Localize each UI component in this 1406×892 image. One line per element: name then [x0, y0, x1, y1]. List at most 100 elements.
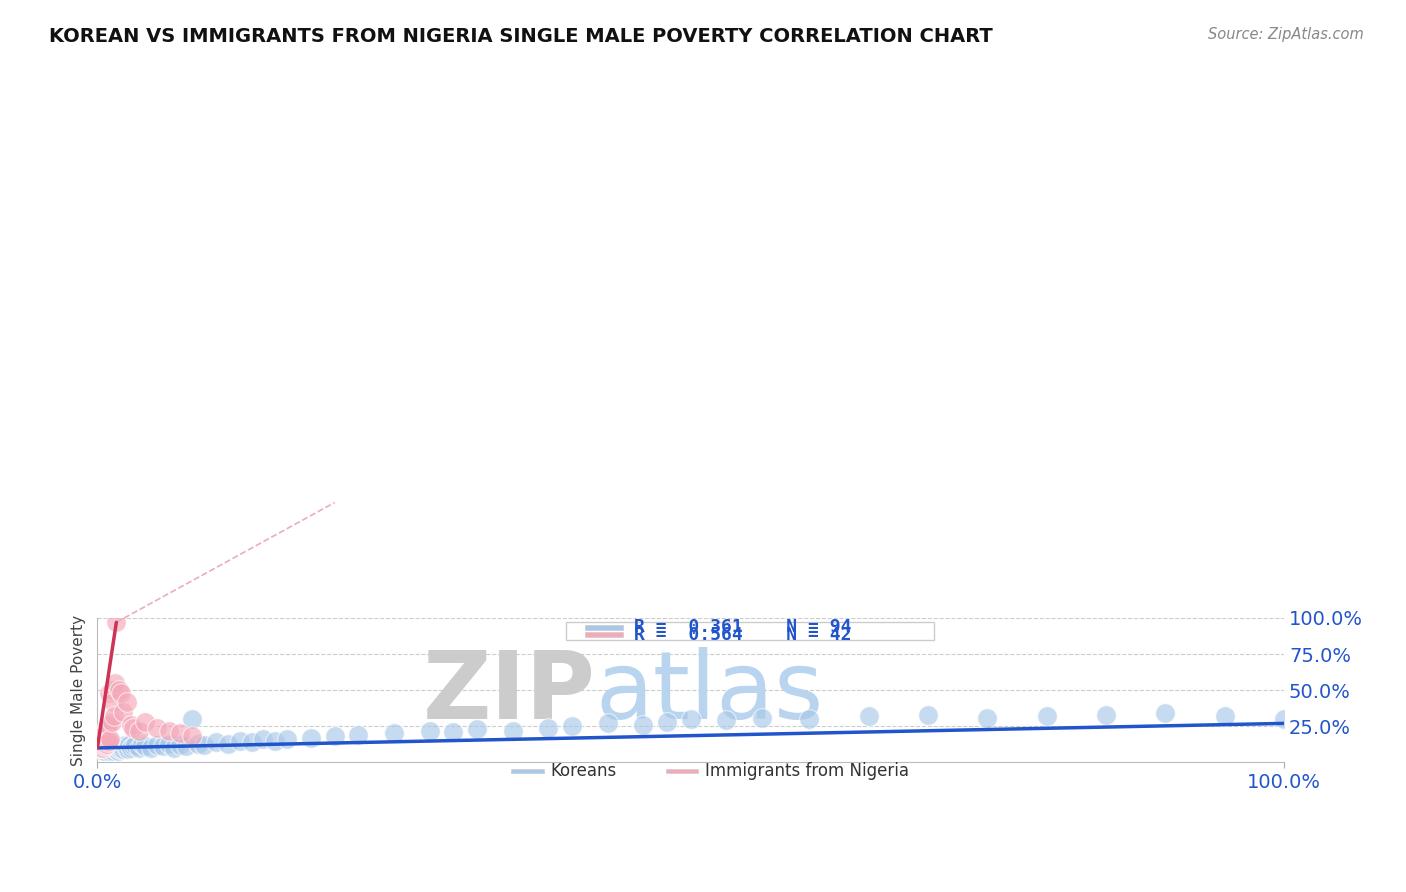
Text: KOREAN VS IMMIGRANTS FROM NIGERIA SINGLE MALE POVERTY CORRELATION CHART: KOREAN VS IMMIGRANTS FROM NIGERIA SINGLE… — [49, 27, 993, 45]
Text: atlas: atlas — [596, 647, 824, 739]
Point — [112, 705, 135, 719]
Point — [91, 738, 114, 752]
Point — [110, 740, 132, 755]
Point — [276, 732, 298, 747]
Point — [94, 738, 117, 752]
Point — [103, 709, 125, 723]
Point — [96, 742, 118, 756]
Point — [134, 739, 156, 754]
Point — [145, 721, 167, 735]
Point — [157, 737, 180, 751]
Point — [103, 738, 125, 752]
Point — [145, 738, 167, 752]
Point — [181, 730, 204, 744]
Point — [104, 676, 127, 690]
Point — [917, 707, 939, 722]
Point — [229, 733, 252, 747]
Point — [112, 742, 135, 756]
Point — [97, 740, 120, 755]
Point — [100, 739, 122, 754]
Point — [101, 744, 124, 758]
Point — [105, 615, 128, 630]
Point — [169, 726, 191, 740]
Point — [91, 740, 114, 755]
FancyBboxPatch shape — [567, 622, 934, 640]
Point — [122, 739, 145, 754]
Point — [96, 719, 118, 733]
Point — [90, 738, 112, 752]
Point — [94, 738, 117, 752]
Point — [93, 737, 115, 751]
Point — [107, 740, 129, 755]
Point — [152, 739, 174, 754]
Point — [94, 735, 117, 749]
Point — [631, 718, 654, 732]
Point — [124, 738, 146, 752]
Point — [90, 739, 112, 754]
Point — [91, 740, 114, 755]
Point — [100, 740, 122, 755]
FancyBboxPatch shape — [512, 770, 544, 773]
Point — [252, 732, 274, 747]
Point — [134, 714, 156, 729]
Point — [103, 740, 125, 755]
FancyBboxPatch shape — [666, 770, 697, 773]
Point — [240, 735, 263, 749]
Point — [128, 740, 150, 755]
Point — [655, 714, 678, 729]
Point — [107, 744, 129, 758]
Point — [465, 722, 488, 736]
Point — [193, 738, 215, 752]
Point — [157, 723, 180, 738]
Point — [537, 721, 560, 735]
Text: Immigrants from Nigeria: Immigrants from Nigeria — [704, 763, 908, 780]
Point — [181, 712, 204, 726]
Point — [101, 739, 124, 754]
Point — [114, 740, 136, 755]
Point — [976, 710, 998, 724]
Point — [108, 742, 131, 756]
Point — [217, 737, 239, 751]
Point — [1213, 709, 1236, 723]
Point — [122, 721, 145, 735]
Point — [858, 709, 880, 723]
Point — [91, 732, 114, 747]
Point — [93, 739, 115, 754]
Point — [98, 740, 121, 755]
Point — [139, 740, 162, 755]
Point — [117, 742, 139, 756]
FancyBboxPatch shape — [585, 625, 623, 630]
Point — [93, 744, 115, 758]
Point — [100, 683, 122, 698]
Point — [1154, 706, 1177, 721]
Point — [115, 739, 138, 754]
Point — [100, 714, 122, 729]
Point — [98, 686, 121, 700]
Point — [101, 695, 124, 709]
Point — [176, 739, 198, 754]
Text: R =  0.564    N = 42: R = 0.564 N = 42 — [634, 625, 851, 644]
Point — [441, 725, 464, 739]
Point — [91, 735, 114, 749]
Point — [105, 738, 128, 752]
Point — [131, 737, 153, 751]
Point — [596, 716, 619, 731]
Point — [98, 733, 121, 747]
Point — [111, 739, 134, 754]
Point — [89, 740, 111, 755]
Point — [98, 737, 121, 751]
Text: R =  0.361    N = 94: R = 0.361 N = 94 — [634, 618, 851, 636]
Point — [96, 737, 118, 751]
Point — [107, 739, 129, 754]
Point — [502, 723, 524, 738]
Point — [120, 718, 142, 732]
Point — [98, 744, 121, 758]
Point — [107, 683, 129, 698]
Text: Source: ZipAtlas.com: Source: ZipAtlas.com — [1208, 27, 1364, 42]
Point — [561, 719, 583, 733]
Point — [118, 738, 141, 752]
Point — [97, 735, 120, 749]
Point — [100, 738, 122, 752]
Point — [91, 740, 114, 755]
Point — [115, 695, 138, 709]
